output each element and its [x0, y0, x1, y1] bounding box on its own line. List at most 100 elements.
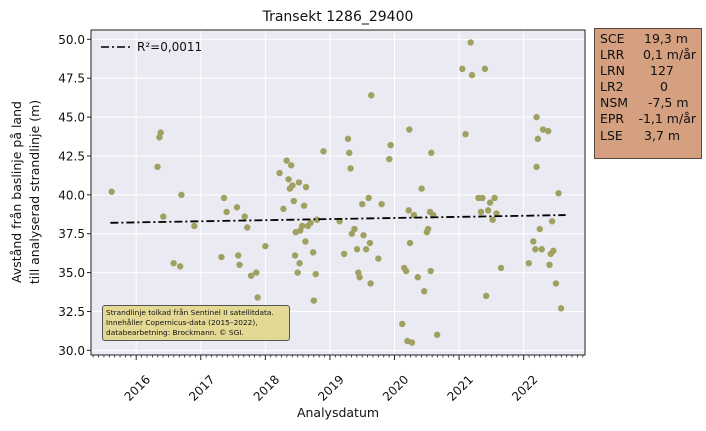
data-point — [287, 162, 295, 169]
stat-row-lr2: LR2 0 — [600, 79, 696, 95]
statistics-box: SCE 19,3 m LRR 0,1 m/år LRN 127 LR2 0 NSM -7,… — [594, 28, 702, 159]
data-point — [410, 211, 418, 219]
data-point — [276, 169, 283, 177]
data-point — [428, 149, 435, 157]
x-tick-label: 2021 — [445, 372, 476, 403]
plot-area — [90, 29, 586, 356]
data-point — [491, 194, 498, 202]
y-tick-label: 32.5 — [58, 305, 85, 319]
data-point — [340, 250, 348, 258]
data-point — [552, 280, 560, 287]
data-point — [285, 176, 292, 183]
data-point — [424, 225, 432, 233]
chart-title: Transekt 1286_29400 — [262, 9, 414, 25]
data-point — [300, 202, 308, 209]
data-point — [387, 141, 394, 149]
data-point — [356, 274, 363, 281]
data-point — [532, 246, 539, 253]
data-point — [346, 149, 353, 157]
data-point — [530, 238, 537, 245]
data-point — [290, 197, 297, 205]
x-tick-label: 2019 — [315, 372, 346, 403]
stat-key: NSM — [600, 95, 629, 111]
data-point — [546, 261, 553, 269]
data-point — [414, 274, 421, 281]
data-point — [254, 294, 261, 301]
data-point — [178, 191, 185, 199]
data-point — [302, 183, 310, 191]
stat-row-sce: SCE 19,3 m — [600, 31, 696, 47]
points-layer — [108, 39, 565, 346]
data-point — [220, 194, 228, 202]
data-point — [550, 247, 557, 255]
stat-value: -1,1 m/år — [638, 111, 696, 127]
data-point — [366, 239, 374, 247]
stat-value: 127 — [650, 63, 674, 79]
data-point — [262, 242, 269, 250]
data-point — [433, 331, 441, 338]
stat-row-lse: LSE 3,7 m — [600, 128, 696, 144]
data-point — [375, 255, 382, 262]
data-point — [154, 163, 161, 171]
data-point — [399, 320, 406, 328]
data-point — [351, 225, 358, 233]
data-point — [368, 92, 375, 99]
data-point — [484, 207, 492, 214]
data-point — [408, 339, 416, 346]
data-point — [462, 130, 469, 138]
data-point — [283, 157, 290, 164]
data-point — [533, 163, 540, 171]
data-point — [236, 261, 243, 269]
data-point — [310, 297, 317, 304]
data-point — [538, 246, 545, 253]
stat-value: -7,5 m — [648, 95, 689, 111]
data-point — [348, 230, 356, 237]
data-point — [295, 179, 303, 186]
trend-layer — [110, 214, 566, 224]
data-point — [170, 260, 177, 267]
data-point — [534, 135, 542, 143]
data-point — [280, 205, 287, 213]
data-point — [548, 218, 556, 225]
data-point — [309, 249, 317, 256]
stat-key: LRN — [600, 63, 625, 79]
data-point — [176, 263, 184, 270]
data-point — [555, 190, 562, 197]
data-point — [406, 239, 414, 247]
legend-trend-swatch — [101, 46, 131, 48]
x-tick-label: 2022 — [509, 372, 540, 403]
data-point — [489, 216, 496, 223]
data-point — [493, 210, 500, 217]
data-point — [486, 199, 494, 206]
data-point — [353, 246, 361, 253]
stat-value: 3,7 m — [644, 127, 681, 143]
data-point — [557, 305, 565, 312]
data-point — [289, 182, 296, 189]
note-line: Strandlinje tolkad från Sentinel II sate… — [106, 308, 274, 317]
legend-trend-label: R²=0,0011 — [137, 40, 203, 54]
data-point — [313, 216, 321, 223]
plot-frame — [90, 29, 586, 356]
y-axis-label-line2: till analyserad strandlinje (m) — [27, 100, 42, 284]
y-tick-label: 37.5 — [58, 227, 85, 241]
legend: R²=0,0011 — [101, 40, 202, 54]
data-point — [544, 127, 552, 135]
data-point — [344, 135, 352, 143]
stat-value: 19,3 m — [644, 31, 688, 46]
data-point — [307, 219, 314, 227]
data-point — [536, 225, 543, 233]
data-point — [365, 194, 372, 202]
data-point — [302, 238, 309, 245]
data-point — [468, 71, 476, 79]
y-tick-label: 50.0 — [58, 33, 85, 47]
x-tick-label: 2020 — [380, 372, 411, 403]
data-point — [418, 185, 425, 192]
data-point — [160, 213, 167, 220]
y-tick-label: 35.0 — [58, 266, 85, 280]
stat-key: LR2 — [600, 79, 624, 95]
data-point — [421, 288, 428, 295]
x-tick-label: 2016 — [122, 372, 153, 403]
data-point — [378, 200, 385, 208]
stat-key: EPR — [600, 111, 625, 127]
